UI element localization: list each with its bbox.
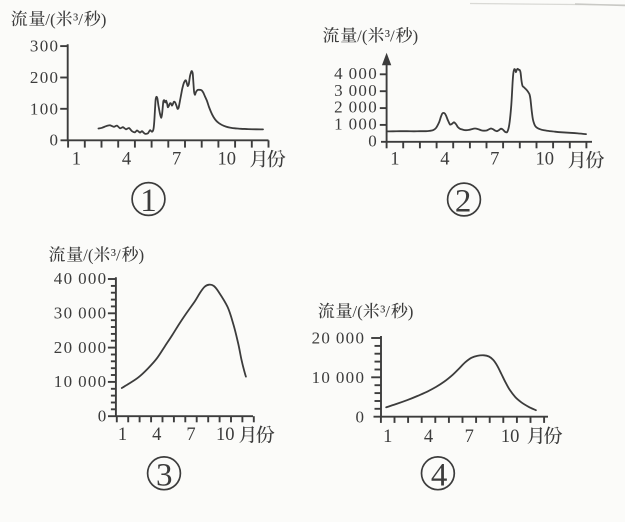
- svg-text:/(: /(: [352, 302, 363, 321]
- svg-text:4: 4: [152, 425, 161, 445]
- svg-text:0: 0: [355, 407, 365, 426]
- svg-text:7: 7: [465, 427, 474, 447]
- svg-text:2: 2: [455, 184, 472, 220]
- svg-text:0: 0: [98, 406, 108, 425]
- svg-text:10: 10: [216, 425, 235, 445]
- svg-text:4: 4: [431, 457, 448, 493]
- svg-text:/(: /(: [45, 10, 56, 29]
- svg-text:³/: ³/: [111, 246, 121, 265]
- svg-text:10 000: 10 000: [54, 372, 108, 391]
- svg-text:1: 1: [383, 427, 392, 447]
- svg-text:200: 200: [30, 68, 59, 87]
- svg-text:10: 10: [501, 427, 520, 447]
- svg-text:10 000: 10 000: [312, 368, 366, 387]
- svg-text:³/: ³/: [73, 10, 83, 29]
- svg-text:): ): [139, 246, 145, 265]
- svg-text:0: 0: [368, 131, 378, 150]
- svg-text:4: 4: [440, 150, 449, 170]
- svg-text:30 000: 30 000: [54, 304, 108, 323]
- svg-text:10: 10: [218, 149, 237, 169]
- svg-text:³/: ³/: [385, 26, 395, 45]
- svg-text:1: 1: [72, 149, 81, 169]
- svg-text:1: 1: [118, 425, 127, 445]
- svg-text:1: 1: [140, 183, 157, 219]
- svg-text:1: 1: [390, 150, 399, 170]
- svg-text:): ): [408, 302, 414, 321]
- svg-text:³/: ³/: [380, 302, 390, 321]
- svg-text:20 000: 20 000: [312, 329, 366, 348]
- svg-text:): ): [101, 10, 107, 29]
- svg-text:300: 300: [30, 37, 59, 56]
- svg-text:40 000: 40 000: [54, 269, 108, 288]
- svg-text:7: 7: [186, 425, 195, 445]
- svg-text:4: 4: [122, 149, 131, 169]
- svg-text:3 000: 3 000: [334, 81, 378, 100]
- svg-text:): ): [413, 26, 419, 45]
- svg-text:4: 4: [424, 427, 433, 447]
- svg-text:4 000: 4 000: [334, 64, 378, 83]
- svg-text:3: 3: [156, 457, 173, 493]
- svg-text:100: 100: [30, 99, 59, 118]
- svg-text:/(: /(: [83, 246, 94, 265]
- svg-text:2 000: 2 000: [334, 98, 378, 117]
- svg-text:7: 7: [490, 150, 499, 170]
- svg-text:/(: /(: [357, 26, 368, 45]
- svg-text:10: 10: [536, 150, 555, 170]
- svg-text:1 000: 1 000: [334, 115, 378, 134]
- svg-text:0: 0: [49, 131, 59, 150]
- svg-text:20 000: 20 000: [54, 338, 108, 357]
- svg-text:7: 7: [172, 149, 181, 169]
